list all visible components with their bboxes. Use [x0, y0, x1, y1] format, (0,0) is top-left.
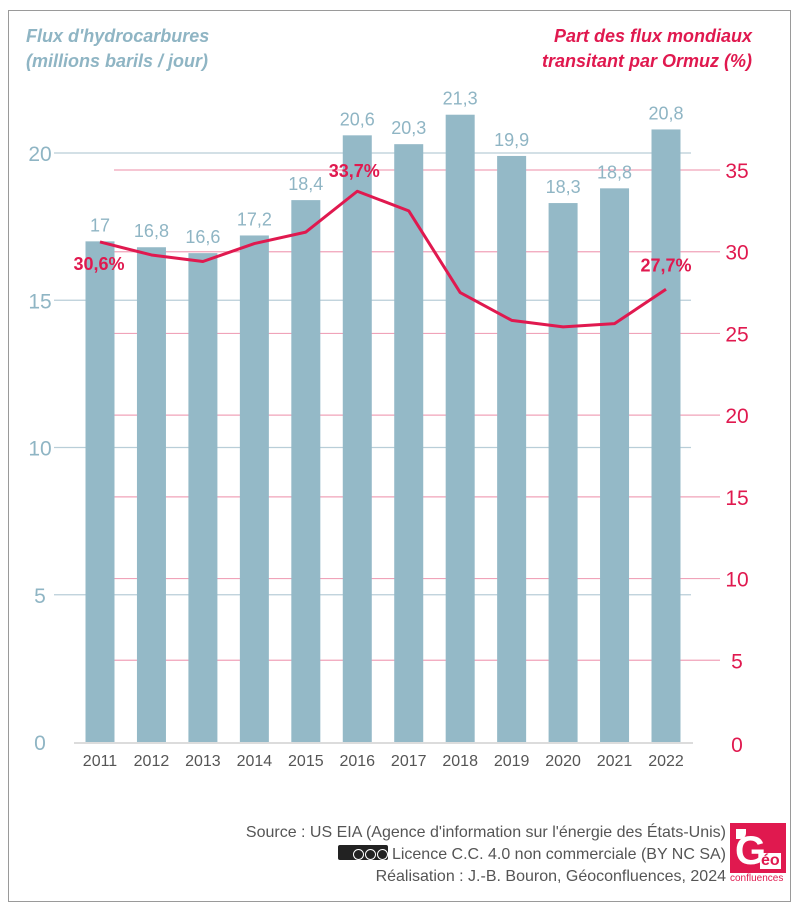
bar-2020 — [548, 203, 578, 742]
bar-2018 — [445, 114, 475, 743]
right-tick-label: 25 — [725, 323, 748, 346]
bar-value-label: 20,3 — [391, 118, 426, 138]
x-tick-label: 2013 — [185, 753, 221, 770]
left-tick-label: 15 — [28, 290, 51, 313]
bar-2016 — [342, 135, 372, 742]
left-axis-title-line1: Flux d'hydrocarbures — [26, 26, 210, 46]
bar-value-label: 20,6 — [340, 109, 375, 129]
x-tick-label: 2021 — [597, 753, 633, 770]
x-tick-label: 2019 — [494, 753, 530, 770]
left-tick-label: 20 — [28, 143, 51, 166]
bar-value-label: 18,3 — [546, 177, 581, 197]
left-axis-title: Flux d'hydrocarbures (millions barils / … — [26, 24, 209, 74]
bar-value-label: 17 — [90, 215, 110, 235]
bar-value-label: 18,4 — [288, 174, 323, 194]
bar-2011 — [85, 241, 115, 742]
bar-2012 — [136, 247, 166, 743]
x-tick-label: 2018 — [442, 753, 478, 770]
bar-2022 — [651, 129, 681, 742]
x-tick-label: 2020 — [545, 753, 581, 770]
left-tick-label: 5 — [34, 585, 46, 608]
x-tick-label: 2011 — [83, 753, 118, 770]
bar-value-label: 18,8 — [597, 162, 632, 182]
right-tick-label: 5 — [731, 650, 743, 673]
left-axis-title-line2: (millions barils / jour) — [26, 51, 209, 71]
right-axis-title: Part des flux mondiaux transitant par Or… — [542, 24, 752, 74]
geoconfluences-logo: G éo confluences — [730, 823, 786, 889]
bar-value-label: 20,8 — [648, 103, 683, 123]
x-tick-label: 2017 — [391, 753, 427, 770]
credit-text: Réalisation : J.-B. Bouron, Géoconfluenc… — [375, 868, 726, 885]
bar-2017 — [394, 144, 424, 743]
bar-2015 — [291, 200, 321, 742]
right-tick-label: 10 — [725, 569, 748, 592]
cc-license-icon — [337, 845, 388, 861]
right-axis-title-line2: transitant par Ormuz (%) — [541, 51, 752, 71]
bar-2013 — [188, 253, 218, 742]
right-tick-label: 0 — [731, 734, 743, 757]
right-tick-label: 35 — [725, 160, 748, 183]
right-tick-label: 30 — [725, 242, 748, 265]
bar-value-label: 17,2 — [237, 209, 272, 229]
x-tick-label: 2012 — [134, 753, 170, 770]
left-tick-label: 0 — [34, 732, 46, 755]
x-tick-label: 2014 — [237, 753, 273, 770]
logo-accent: éo — [760, 852, 781, 869]
bar-2019 — [497, 155, 527, 742]
bar-value-label: 21,3 — [443, 89, 478, 109]
source-text: Source : US EIA (Agence d'information su… — [245, 824, 726, 841]
bar-value-label: 16,6 — [185, 227, 220, 247]
x-tick-label: 2022 — [648, 753, 684, 770]
bar-value-label: 19,9 — [494, 130, 529, 150]
line-point-label: 27,7% — [640, 255, 691, 275]
bar-2014 — [239, 235, 269, 742]
logo-text: confluences — [730, 873, 784, 884]
footer: Source : US EIA (Agence d'information su… — [246, 822, 726, 888]
licence-line: Licence C.C. 4.0 non commerciale (BY NC … — [246, 844, 726, 866]
left-tick-label: 10 — [28, 438, 51, 461]
right-tick-label: 15 — [725, 487, 748, 510]
ormuz-share-line — [99, 189, 667, 329]
x-tick-label: 2015 — [288, 753, 324, 770]
line-point-label: 33,7% — [329, 161, 380, 181]
right-tick-label: 20 — [725, 405, 748, 428]
right-axis-title-line1: Part des flux mondiaux — [553, 26, 752, 46]
bar-2021 — [600, 188, 630, 743]
line-point-label: 30,6% — [73, 254, 124, 274]
x-tick-label: 2016 — [339, 753, 375, 770]
licence-text: Licence C.C. 4.0 non commerciale (BY NC … — [391, 846, 726, 863]
bar-value-label: 16,8 — [134, 221, 169, 241]
